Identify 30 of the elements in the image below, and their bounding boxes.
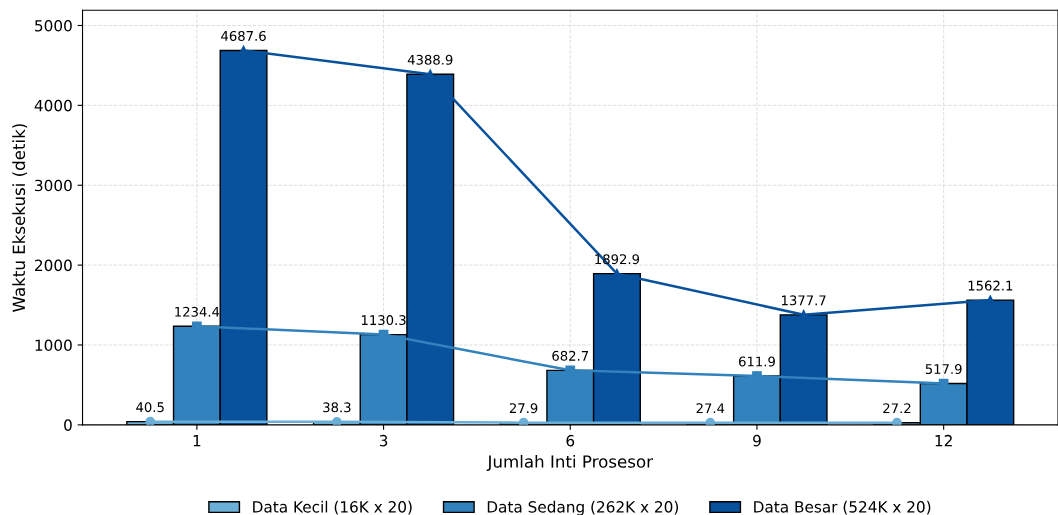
data-label: 611.9 bbox=[738, 356, 775, 367]
data-label: 4687.6 bbox=[221, 30, 266, 41]
x-tick-label: 6 bbox=[566, 434, 575, 447]
data-label: 682.7 bbox=[552, 350, 589, 361]
legend-label: Data Sedang (262K x 20) bbox=[487, 500, 679, 515]
y-axis-title: Waktu Eksekusi (detik) bbox=[12, 124, 28, 312]
y-tick-label: 0 bbox=[64, 419, 72, 431]
x-tick-label: 3 bbox=[379, 434, 388, 447]
legend-label: Data Kecil (16K x 20) bbox=[253, 500, 412, 515]
data-label: 40.5 bbox=[136, 402, 164, 413]
data-label: 27.4 bbox=[696, 403, 725, 413]
y-tick-label: 3000 bbox=[35, 179, 72, 192]
y-tick-label: 5000 bbox=[35, 19, 72, 32]
x-tick-label: 9 bbox=[753, 434, 761, 447]
x-tick-label: 1 bbox=[193, 435, 201, 447]
y-tick-label: 1000 bbox=[35, 339, 72, 352]
data-label: 38.3 bbox=[323, 402, 351, 413]
y-tick-label: 2000 bbox=[35, 259, 72, 272]
data-label: 1130.3 bbox=[361, 315, 406, 326]
legend-label: Data Besar (524K x 20) bbox=[754, 500, 931, 515]
x-axis-title: Jumlah Inti Prosesor bbox=[486, 454, 653, 471]
data-label: 517.9 bbox=[925, 364, 962, 374]
data-label: 27.2 bbox=[883, 403, 911, 414]
y-tick-label: 4000 bbox=[34, 99, 72, 112]
data-label: 1377.7 bbox=[781, 295, 826, 306]
data-label: 1234.4 bbox=[175, 306, 220, 317]
x-tick-label: 12 bbox=[935, 434, 952, 447]
data-label: 1562.1 bbox=[968, 280, 1013, 291]
data-label: 27.9 bbox=[509, 403, 538, 414]
data-label: 4388.9 bbox=[407, 54, 453, 65]
